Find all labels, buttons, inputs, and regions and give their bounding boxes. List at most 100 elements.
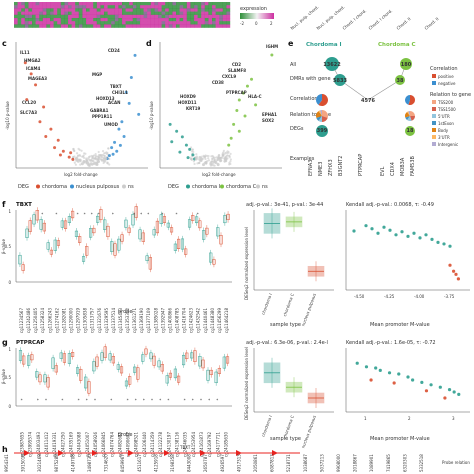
ns-point <box>189 156 192 159</box>
heatmap-cell <box>39 18 43 22</box>
heatmap-cell <box>147 14 151 19</box>
gene-label: EPHA1 <box>262 112 277 117</box>
ns-point <box>90 154 93 158</box>
correlation-pie-slice <box>318 94 329 106</box>
data-point <box>374 366 378 370</box>
data-point <box>452 269 456 273</box>
panel-label-h: h <box>2 445 8 454</box>
heatmap-cell <box>32 18 36 22</box>
ns-point <box>203 155 207 158</box>
heatmap-cell <box>14 18 18 22</box>
heatmap-cell <box>21 21 25 25</box>
heatmap-cell <box>176 5 180 9</box>
probe-label: cg24051007 <box>85 432 90 458</box>
probe-label: cg11321676 <box>97 308 102 334</box>
heatmap-cell <box>204 24 209 28</box>
heatmap-cell <box>215 8 220 12</box>
heatmap-cell <box>150 8 155 12</box>
heatmap-cell <box>42 18 47 22</box>
data-point <box>436 240 440 244</box>
heatmap-cell <box>222 2 227 6</box>
probe-label: cg11424623 <box>189 308 194 334</box>
probe-label: cg24011412 <box>44 432 49 458</box>
significance-star: * <box>37 398 39 403</box>
data-point <box>376 231 380 235</box>
ns-point <box>223 153 226 156</box>
data-point <box>93 161 97 165</box>
heatmap-cell <box>71 21 76 25</box>
example-gene: PTPRCAP <box>358 154 364 176</box>
heatmap-cell <box>136 8 141 12</box>
heatmap-cell <box>114 2 119 6</box>
significance-star: * <box>110 398 112 403</box>
gene-label: MGP <box>92 72 102 77</box>
data-point <box>364 224 368 228</box>
heatmap-cell <box>107 11 112 15</box>
heatmap-cell <box>89 24 94 28</box>
heatmap-cell <box>96 2 101 6</box>
heatmap-cell <box>78 8 83 12</box>
data-point <box>133 53 137 57</box>
gene-label: IL11 <box>20 50 30 55</box>
heatmap-cell <box>140 2 144 6</box>
probe-id: 1038687 <box>303 454 308 472</box>
heatmap-cell <box>190 11 195 15</box>
heatmap-cell <box>64 14 69 19</box>
y-axis-label: DESeq2 normalized expression level <box>244 347 249 420</box>
data-point <box>58 153 62 157</box>
strand-arrow <box>200 450 206 456</box>
data-point <box>448 263 452 267</box>
heatmap-cell <box>226 11 231 15</box>
legend-marker <box>432 107 436 111</box>
ns-point <box>229 152 232 155</box>
column-header-chordoma-c: Chordoma C <box>378 42 416 48</box>
legend-title: Correlation <box>430 66 458 72</box>
y-tick: 1 <box>8 209 11 214</box>
probe-id: 6087813 <box>270 454 275 472</box>
heatmap-cell <box>197 8 202 12</box>
heatmap-cell <box>168 2 173 6</box>
gene-label: CXCL9 <box>222 74 236 79</box>
probe-label: cg24043088 <box>77 432 82 458</box>
ns-point <box>195 153 198 156</box>
heatmap-cell <box>107 2 112 6</box>
heatmap-cell <box>147 18 151 22</box>
relation-pie-slice <box>318 110 322 116</box>
heatmap-cell <box>64 11 69 15</box>
legend-item: chordoma I <box>192 184 220 190</box>
heatmap-cell <box>168 8 173 12</box>
heatmap-cell <box>158 24 162 28</box>
heatmap-cell <box>24 8 29 12</box>
heatmap-cell <box>183 21 187 25</box>
probe-label: cg11305838 <box>83 308 88 334</box>
heatmap-cell <box>136 5 141 9</box>
data-point <box>364 365 369 369</box>
heatmap-cell <box>82 2 87 6</box>
probe-label: cg11250405 <box>33 308 38 334</box>
probe-label: cg24027250 <box>60 432 65 458</box>
heatmap-cell <box>132 14 137 19</box>
heatmap-cell <box>89 8 94 12</box>
y-axis-label: -log10 p-value <box>149 101 154 130</box>
gene-label: ACAN <box>108 100 120 105</box>
heatmap-cell <box>89 14 94 19</box>
heatmap-cell <box>176 21 180 25</box>
heatmap-cell <box>129 21 133 25</box>
data-point <box>110 146 114 150</box>
heatmap-cell <box>136 24 141 28</box>
heatmap-cell <box>104 5 108 9</box>
heatmap-cell <box>226 2 231 6</box>
gene-label: HOXD9 <box>180 94 196 99</box>
strand-arrow <box>272 450 278 456</box>
heatmap-cell <box>154 18 159 22</box>
flow-link <box>367 79 401 101</box>
count-all-c: 180 <box>401 62 412 68</box>
legend-marker <box>70 184 74 189</box>
heatmap-cell <box>122 21 126 25</box>
data-point <box>67 155 71 159</box>
heatmap-cell <box>154 8 159 12</box>
probe-label: cg24169792 <box>207 432 212 458</box>
ns-point <box>191 148 194 151</box>
heatmap-cell <box>32 14 36 19</box>
heatmap-cell <box>60 14 65 19</box>
